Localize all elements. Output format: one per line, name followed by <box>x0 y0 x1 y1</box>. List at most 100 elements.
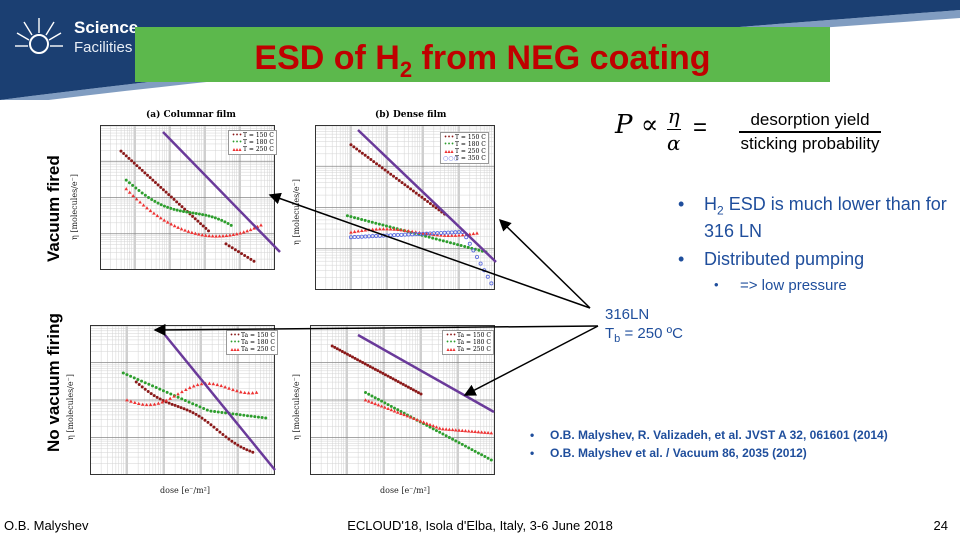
data-point <box>456 243 460 247</box>
data-point <box>130 159 134 163</box>
data-point <box>191 402 195 406</box>
data-point <box>479 430 484 434</box>
data-point <box>201 224 205 228</box>
logo-text-line2: Facilities <box>74 39 133 56</box>
data-point <box>168 396 172 400</box>
data-point <box>204 226 208 230</box>
data-point <box>236 443 240 447</box>
data-point <box>169 392 173 396</box>
data-point <box>165 390 169 394</box>
data-point <box>162 204 166 208</box>
data-point <box>193 217 197 221</box>
data-point <box>239 445 243 449</box>
data-point <box>140 379 144 383</box>
data-point <box>159 203 163 207</box>
data-point <box>463 444 467 448</box>
data-point <box>385 227 389 231</box>
data-point <box>449 230 454 235</box>
data-point <box>463 244 467 248</box>
word-fraction-bar <box>739 131 881 133</box>
data-point <box>140 402 145 406</box>
data-point <box>366 363 370 367</box>
y-axis-label: η [molecules/e⁻] <box>70 174 79 240</box>
data-point <box>194 412 198 416</box>
data-point <box>212 425 216 429</box>
data-point <box>156 401 161 405</box>
data-point <box>140 385 144 389</box>
data-point <box>431 204 435 208</box>
data-point <box>159 185 163 189</box>
data-point <box>434 425 439 429</box>
data-point <box>380 166 384 170</box>
data-point <box>180 397 184 401</box>
data-point <box>134 380 138 384</box>
data-point <box>161 188 165 192</box>
data-point <box>198 405 202 409</box>
panel-title-columnar: (a) Columnar film <box>146 110 236 120</box>
data-point <box>412 416 416 420</box>
data-point <box>146 389 150 393</box>
data-point <box>175 200 179 204</box>
data-point <box>389 376 393 380</box>
data-point <box>182 407 186 411</box>
data-point <box>353 216 357 220</box>
bullet-item: • H2 ESD is much lower than for 316 LN <box>672 194 957 241</box>
legend-bottom-columnar: •••Ta = 150 C •••Ta = 180 C ▴▴▴Ta = 250 … <box>226 330 278 355</box>
eta-symbol: η <box>667 104 680 128</box>
data-point <box>383 168 387 172</box>
data-point <box>151 178 155 182</box>
data-point <box>464 235 469 240</box>
data-point <box>392 174 396 178</box>
data-point <box>194 403 198 407</box>
data-point <box>151 384 155 388</box>
data-point <box>238 231 243 235</box>
data-point <box>444 427 448 431</box>
data-point <box>201 213 205 217</box>
data-point <box>438 430 442 434</box>
data-point <box>383 373 387 377</box>
data-point <box>207 229 210 233</box>
data-point <box>367 227 371 232</box>
data-point <box>431 236 435 240</box>
data-point <box>363 218 367 222</box>
data-point <box>356 229 360 233</box>
data-point <box>132 376 136 380</box>
alpha-symbol: α <box>667 131 681 155</box>
data-point <box>437 208 441 212</box>
data-point <box>335 347 339 351</box>
data-point <box>471 231 476 236</box>
data-point <box>428 422 432 427</box>
data-point <box>403 183 407 187</box>
footer-author: O.B. Malyshev <box>4 518 89 533</box>
data-point <box>127 181 131 185</box>
data-point <box>264 416 268 420</box>
data-point <box>416 391 420 395</box>
data-point <box>137 382 141 386</box>
steel-label-line1: 316LN <box>605 306 650 323</box>
data-point <box>153 199 157 203</box>
data-point <box>183 398 187 402</box>
data-point <box>391 377 395 381</box>
data-point <box>245 229 249 233</box>
data-point <box>250 391 255 395</box>
data-point <box>243 254 247 257</box>
data-point <box>187 400 191 404</box>
data-point <box>131 193 135 198</box>
data-point <box>370 394 374 398</box>
data-point <box>238 413 242 417</box>
data-point <box>241 230 246 234</box>
data-point <box>378 227 382 231</box>
data-point <box>373 396 377 400</box>
data-point <box>428 425 432 429</box>
data-point <box>172 207 176 211</box>
data-point <box>406 385 410 389</box>
data-point <box>210 234 215 238</box>
data-point <box>164 190 168 194</box>
data-point <box>356 358 360 362</box>
data-point <box>255 224 260 229</box>
data-point <box>193 231 198 235</box>
data-point <box>447 436 451 439</box>
data-point <box>476 430 481 434</box>
data-point <box>370 220 374 224</box>
data-point <box>199 382 204 386</box>
